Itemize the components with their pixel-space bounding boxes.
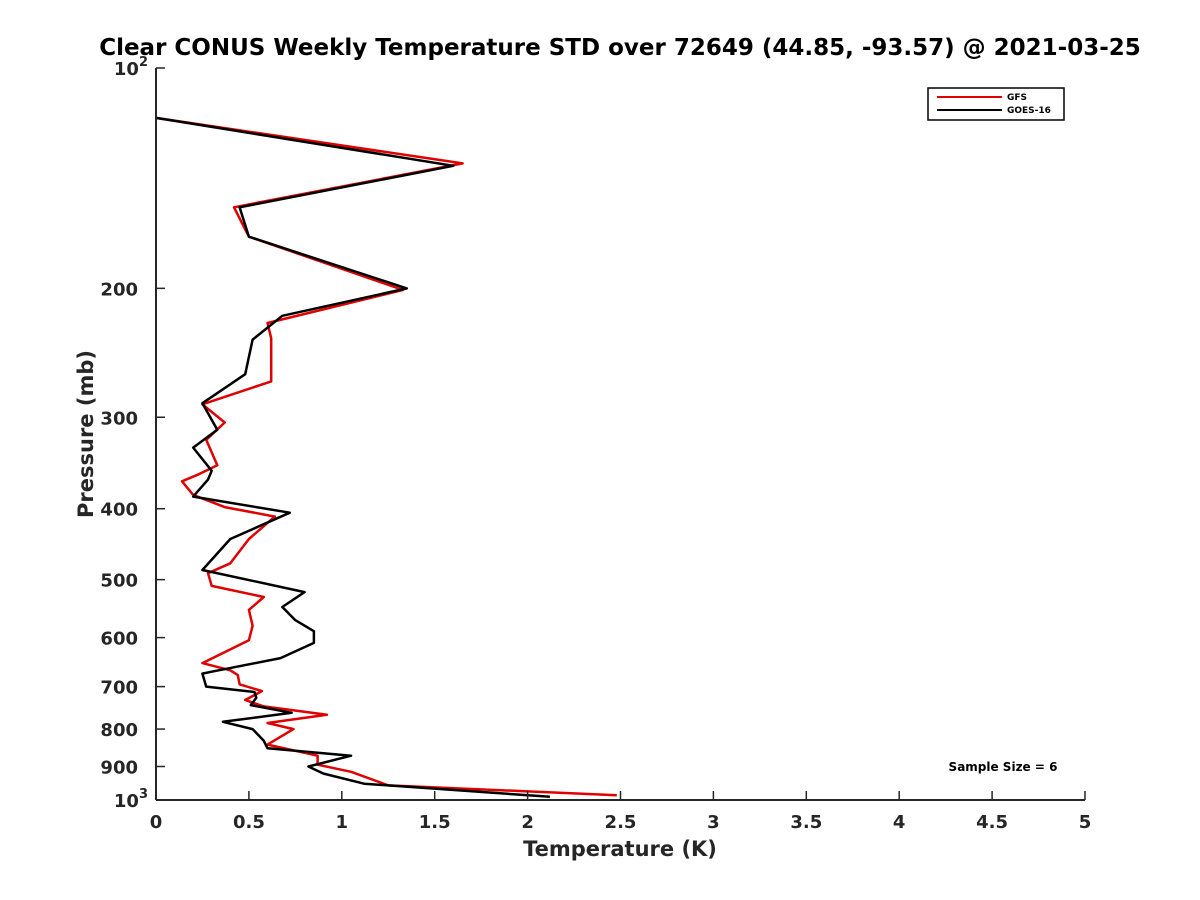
y-tick-label: 102 xyxy=(114,55,148,80)
x-tick-label: 2.5 xyxy=(605,812,637,833)
x-axis-label: Temperature (K) xyxy=(523,837,717,861)
y-ticks: 102 200 300 400 500 600 700 800 900 103 xyxy=(100,55,165,812)
y-tick-label: 700 xyxy=(100,678,138,699)
x-tick-label: 0.5 xyxy=(233,812,265,833)
x-tick-label: 4 xyxy=(893,812,906,833)
y-tick-label: 500 xyxy=(100,571,138,592)
y-tick-label: 800 xyxy=(100,720,138,741)
x-tick-label: 0 xyxy=(150,812,163,833)
plot-area xyxy=(156,68,1085,800)
x-ticks: 0 0.5 1 1.5 2 2.5 3 3.5 4 4.5 5 xyxy=(150,791,1092,833)
y-tick-label: 300 xyxy=(100,408,138,429)
series-line-goes16 xyxy=(155,116,550,799)
y-tick-label: 400 xyxy=(100,500,138,521)
sample-size-annotation: Sample Size = 6 xyxy=(949,760,1058,774)
x-tick-label: 3 xyxy=(707,812,720,833)
legend: GFS GOES-16 xyxy=(927,87,1065,121)
y-tick-label: 900 xyxy=(100,758,138,779)
x-tick-label: 5 xyxy=(1079,812,1092,833)
legend-label-gfs: GFS xyxy=(1007,93,1027,103)
y-tick-label: 103 xyxy=(114,787,148,812)
y-tick-label: 600 xyxy=(100,629,138,650)
chart-title: Clear CONUS Weekly Temperature STD over … xyxy=(99,35,1141,61)
series-layer xyxy=(155,116,617,799)
y-axis-label: Pressure (mb) xyxy=(74,350,98,518)
y-tick-label: 200 xyxy=(100,279,138,300)
legend-box xyxy=(927,87,1065,121)
x-tick-label: 1.5 xyxy=(419,812,451,833)
legend-label-goes16: GOES-16 xyxy=(1007,106,1051,116)
x-tick-label: 2 xyxy=(521,812,534,833)
x-tick-label: 4.5 xyxy=(976,812,1008,833)
x-tick-label: 1 xyxy=(336,812,349,833)
series-line-gfs xyxy=(155,116,617,797)
x-tick-label: 3.5 xyxy=(790,812,822,833)
